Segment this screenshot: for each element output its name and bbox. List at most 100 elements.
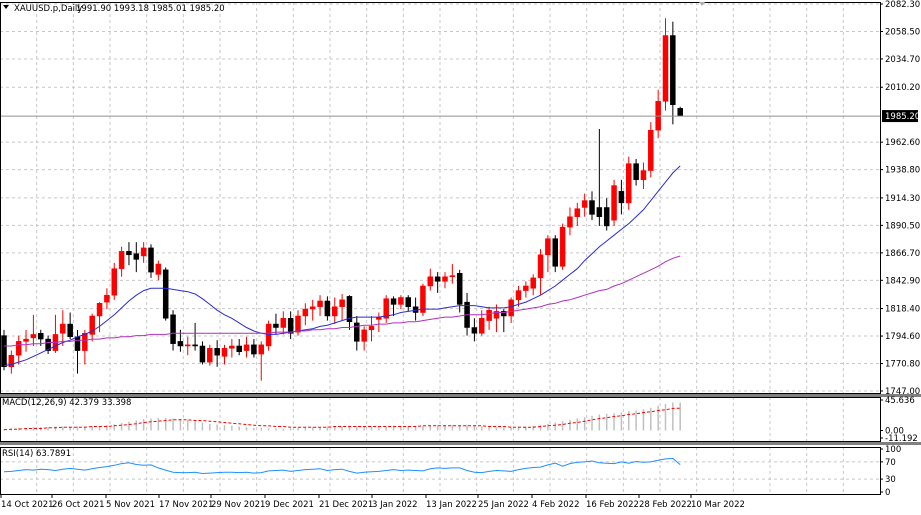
- candle[interactable]: [603, 198, 610, 231]
- candle[interactable]: [170, 310, 176, 351]
- candle[interactable]: [611, 179, 617, 226]
- candle[interactable]: [251, 339, 257, 358]
- rsi-line: [3, 457, 681, 475]
- candle[interactable]: [295, 310, 301, 336]
- candle[interactable]: [214, 340, 220, 367]
- candle[interactable]: [162, 267, 169, 321]
- candle[interactable]: [148, 244, 154, 278]
- candle[interactable]: [368, 315, 375, 342]
- candle[interactable]: [471, 318, 478, 342]
- candle[interactable]: [552, 235, 558, 273]
- candle[interactable]: [265, 320, 272, 351]
- candle[interactable]: [96, 302, 103, 333]
- candle[interactable]: [8, 350, 15, 374]
- candle[interactable]: [354, 315, 360, 351]
- candle[interactable]: [648, 122, 654, 178]
- candle[interactable]: [420, 283, 426, 316]
- candle[interactable]: [317, 295, 323, 316]
- pane-separator: [0, 442, 921, 445]
- candle[interactable]: [464, 292, 470, 336]
- candle[interactable]: [236, 339, 242, 356]
- candle[interactable]: [640, 162, 647, 190]
- candle[interactable]: [1, 329, 7, 371]
- y-tick-label: 1890.50: [885, 221, 920, 231]
- candle[interactable]: [346, 295, 353, 330]
- candle[interactable]: [207, 344, 213, 366]
- candle[interactable]: [449, 264, 456, 284]
- candle[interactable]: [581, 193, 588, 217]
- candle[interactable]: [574, 202, 581, 226]
- candle[interactable]: [302, 303, 309, 326]
- candle[interactable]: [412, 297, 419, 321]
- candle[interactable]: [287, 311, 294, 340]
- candle[interactable]: [199, 341, 206, 365]
- candle[interactable]: [273, 313, 279, 335]
- candle[interactable]: [361, 326, 367, 351]
- candle[interactable]: [111, 262, 117, 300]
- candle[interactable]: [567, 207, 573, 236]
- candle[interactable]: [140, 242, 147, 263]
- candle[interactable]: [633, 159, 639, 186]
- candle[interactable]: [376, 312, 382, 333]
- candle[interactable]: [221, 344, 228, 365]
- candle-body: [104, 294, 110, 303]
- candle[interactable]: [405, 295, 411, 312]
- candle[interactable]: [104, 288, 110, 310]
- macd-pane[interactable]: [3, 402, 681, 431]
- dropdown-triangle-icon[interactable]: [3, 5, 9, 9]
- candle[interactable]: [662, 18, 669, 111]
- candle[interactable]: [596, 128, 603, 226]
- candle-body: [368, 326, 375, 331]
- candle[interactable]: [133, 242, 140, 273]
- candle[interactable]: [626, 156, 632, 210]
- candle[interactable]: [192, 322, 198, 351]
- candle[interactable]: [324, 296, 331, 321]
- candle[interactable]: [258, 341, 264, 381]
- rsi-pane[interactable]: [0, 457, 880, 480]
- candle[interactable]: [309, 299, 316, 321]
- candle[interactable]: [530, 274, 536, 296]
- candle[interactable]: [280, 311, 287, 335]
- candle[interactable]: [82, 329, 88, 365]
- candle[interactable]: [670, 21, 676, 125]
- candle[interactable]: [67, 312, 73, 340]
- candle[interactable]: [390, 296, 397, 316]
- candle[interactable]: [427, 268, 434, 291]
- candle[interactable]: [479, 310, 485, 336]
- x-tick-label: 25 Jan 2022: [478, 500, 529, 510]
- candle[interactable]: [545, 235, 551, 273]
- candle[interactable]: [185, 336, 191, 356]
- candle[interactable]: [229, 339, 235, 358]
- candle[interactable]: [493, 304, 500, 333]
- candle[interactable]: [442, 272, 448, 289]
- candle[interactable]: [118, 246, 125, 277]
- candle[interactable]: [515, 285, 522, 307]
- candle[interactable]: [398, 295, 404, 310]
- candle[interactable]: [523, 281, 529, 298]
- candle[interactable]: [508, 297, 514, 323]
- candle[interactable]: [126, 242, 132, 266]
- candle[interactable]: [23, 329, 29, 352]
- candle[interactable]: [589, 191, 595, 221]
- candle[interactable]: [559, 223, 566, 270]
- candle-body: [581, 200, 588, 208]
- candle[interactable]: [60, 310, 66, 346]
- candle[interactable]: [434, 272, 441, 293]
- candle[interactable]: [243, 336, 250, 358]
- candle[interactable]: [89, 313, 95, 342]
- candle[interactable]: [677, 106, 683, 117]
- candle[interactable]: [486, 306, 492, 330]
- candle[interactable]: [45, 335, 51, 355]
- candle-body: [449, 275, 456, 277]
- candle-body: [317, 300, 323, 307]
- candle[interactable]: [537, 249, 544, 296]
- candle[interactable]: [332, 297, 338, 325]
- main-pane[interactable]: [0, 18, 880, 381]
- candle[interactable]: [383, 295, 389, 323]
- candle[interactable]: [618, 179, 625, 215]
- candle[interactable]: [339, 294, 345, 321]
- candle[interactable]: [155, 260, 162, 281]
- candle[interactable]: [30, 314, 37, 346]
- candle[interactable]: [15, 335, 22, 365]
